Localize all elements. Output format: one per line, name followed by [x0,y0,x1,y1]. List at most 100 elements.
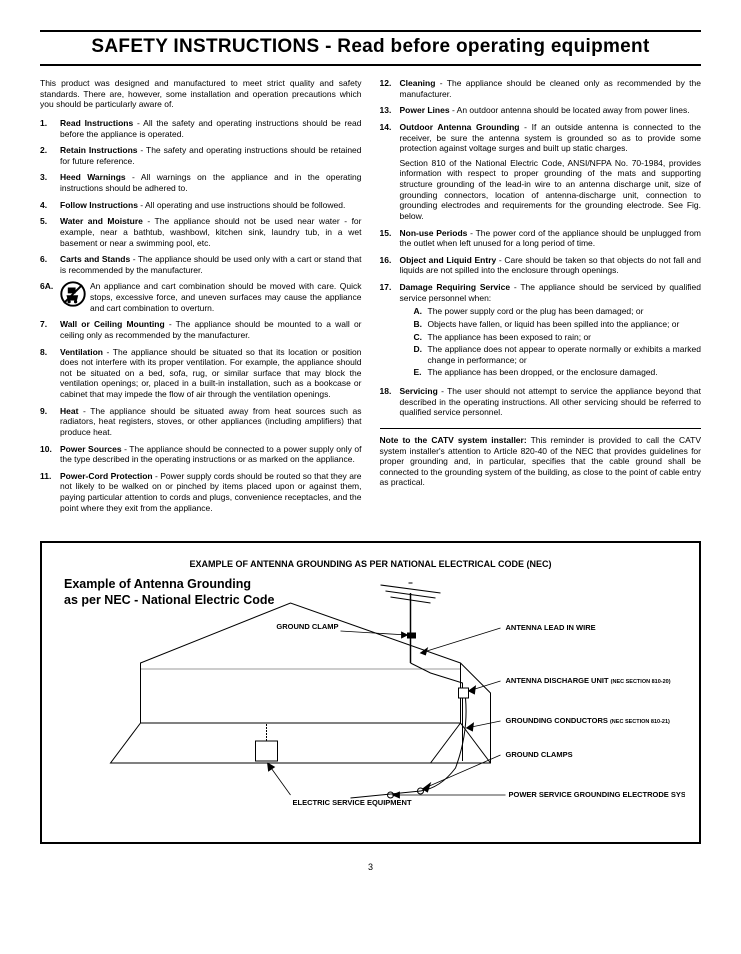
item-heading: Follow Instructions [60,200,138,210]
item-heading: Ventilation [60,347,103,357]
item-number: 13. [380,105,400,116]
item-body: Heat - The appliance should be situated … [60,406,362,438]
item-number: 2. [40,145,60,166]
sub-item: A.The power supply cord or the plug has … [414,306,702,317]
label-discharge-unit: ANTENNA DISCHARGE UNIT (NEC SECTION 810-… [506,676,671,685]
item-body: Servicing - The user should not attempt … [400,386,702,418]
item-number: 14. [380,122,400,222]
instruction-item: 9.Heat - The appliance should be situate… [40,406,362,438]
item-heading: Retain Instructions [60,145,138,155]
label-conductors: GROUNDING CONDUCTORS (NEC SECTION 810-21… [506,716,671,725]
item-number: 6A. [40,281,60,313]
item-heading: Damage Requiring Service [400,282,511,292]
item-body: Non-use Periods - The power cord of the … [400,228,702,249]
instruction-item: 5.Water and Moisture - The appliance sho… [40,216,362,248]
columns: This product was designed and manufactur… [40,78,701,519]
label-ground-clamps: GROUND CLAMPS [506,750,573,759]
item-heading: Heat [60,406,78,416]
item-number: 7. [40,319,60,340]
item-number: 15. [380,228,400,249]
item-body: Power Lines - An outdoor antenna should … [400,105,702,116]
instruction-item: 10.Power Sources - The appliance should … [40,444,362,465]
item-heading: Heed Warnings [60,172,126,182]
item-text: - The appliance should be situated so th… [60,347,362,400]
item-number: 6. [40,254,60,275]
instruction-item: 7.Wall or Ceiling Mounting - The applian… [40,319,362,340]
intro-text: This product was designed and manufactur… [40,78,362,110]
diagram-title: Example of Antenna Grounding as per NEC … [64,577,274,608]
label-electrode: POWER SERVICE GROUNDING ELECTRODE SYSTEM… [509,790,686,799]
item-body: Heed Warnings - All warnings on the appl… [60,172,362,193]
label-service-equip: ELECTRIC SERVICE EQUIPMENT [293,798,412,807]
item-body: Read Instructions - All the safety and o… [60,118,362,139]
note-head: Note to the CATV system installer: [380,435,527,445]
instruction-item: 6.Carts and Stands - The appliance shoul… [40,254,362,275]
right-list: 12.Cleaning - The appliance should be cl… [380,78,702,418]
item-text: An appliance and cart combination should… [90,281,362,312]
divider [380,428,702,429]
item-number: 3. [40,172,60,193]
label-antenna-lead: ANTENNA LEAD IN WIRE [506,623,596,632]
sub-item: E.The appliance has been dropped, or the… [414,367,702,378]
page-title: SAFETY INSTRUCTIONS - Read before operat… [40,30,701,66]
instruction-item: 2.Retain Instructions - The safety and o… [40,145,362,166]
item-text: - An outdoor antenna should be located a… [450,105,690,115]
sub-item: D.The appliance does not appear to opera… [414,344,702,365]
sub-item: C.The appliance has been exposed to rain… [414,332,702,343]
item-body: Retain Instructions - The safety and ope… [60,145,362,166]
page: SAFETY INSTRUCTIONS - Read before operat… [40,30,701,872]
right-column: 12.Cleaning - The appliance should be cl… [380,78,702,519]
item-number: 1. [40,118,60,139]
item-extra: Section 810 of the National Electric Cod… [400,158,702,222]
instruction-item: 18.Servicing - The user should not attem… [380,386,702,418]
item-number: 10. [40,444,60,465]
instruction-item: 8.Ventilation - The appliance should be … [40,347,362,400]
item-number: 5. [40,216,60,248]
diagram-caption: EXAMPLE OF ANTENNA GROUNDING AS PER NATI… [56,559,685,569]
catv-note: Note to the CATV system installer: This … [380,435,702,488]
item-heading: Outdoor Antenna Grounding [400,122,520,132]
left-list: 1.Read Instructions - All the safety and… [40,118,362,513]
item-number: 11. [40,471,60,514]
item-heading: Non-use Periods [400,228,468,238]
label-ground-clamp: GROUND CLAMP [276,622,338,631]
item-body: Follow Instructions - All operating and … [60,200,362,211]
item-text: - The appliance should be cleaned only a… [400,78,702,99]
instruction-item: 11.Power-Cord Protection - Power supply … [40,471,362,514]
item-text: - The appliance should be situated away … [60,406,362,437]
item-heading: Power Sources [60,444,122,454]
instruction-item: 3.Heed Warnings - All warnings on the ap… [40,172,362,193]
item-text: - The user should not attempt to service… [400,386,702,417]
instruction-item: 12.Cleaning - The appliance should be cl… [380,78,702,99]
item-body: Power-Cord Protection - Power supply cor… [60,471,362,514]
left-column: This product was designed and manufactur… [40,78,362,519]
item-number: 12. [380,78,400,99]
item-body: Damage Requiring Service - The appliance… [400,282,702,380]
sub-item: B.Objects have fallen, or liquid has bee… [414,319,702,330]
instruction-item: 13.Power Lines - An outdoor antenna shou… [380,105,702,116]
diagram-box: EXAMPLE OF ANTENNA GROUNDING AS PER NATI… [40,541,701,844]
item-body: Wall or Ceiling Mounting - The appliance… [60,319,362,340]
item-number: 8. [40,347,60,400]
instruction-item: 1.Read Instructions - All the safety and… [40,118,362,139]
item-number: 9. [40,406,60,438]
item-number: 18. [380,386,400,418]
item-heading: Cleaning [400,78,436,88]
item-body: Carts and Stands - The appliance should … [60,254,362,275]
item-body: An appliance and cart combination should… [60,281,362,313]
item-number: 4. [40,200,60,211]
item-heading: Servicing [400,386,438,396]
item-heading: Read Instructions [60,118,133,128]
item-heading: Object and Liquid Entry [400,255,497,265]
instruction-item: 17.Damage Requiring Service - The applia… [380,282,702,380]
sub-list: A.The power supply cord or the plug has … [400,306,702,378]
instruction-item: 16.Object and Liquid Entry - Care should… [380,255,702,276]
item-number: 17. [380,282,400,380]
item-body: Power Sources - The appliance should be … [60,444,362,465]
item-text: - All operating and use instructions sho… [138,200,345,210]
instruction-item: 4.Follow Instructions - All operating an… [40,200,362,211]
grounding-diagram: GROUND CLAMP ANTENNA LEAD IN WIRE ANTENN… [56,573,685,823]
item-heading: Wall or Ceiling Mounting [60,319,165,329]
item-body: Object and Liquid Entry - Care should be… [400,255,702,276]
instruction-item: 15.Non-use Periods - The power cord of t… [380,228,702,249]
